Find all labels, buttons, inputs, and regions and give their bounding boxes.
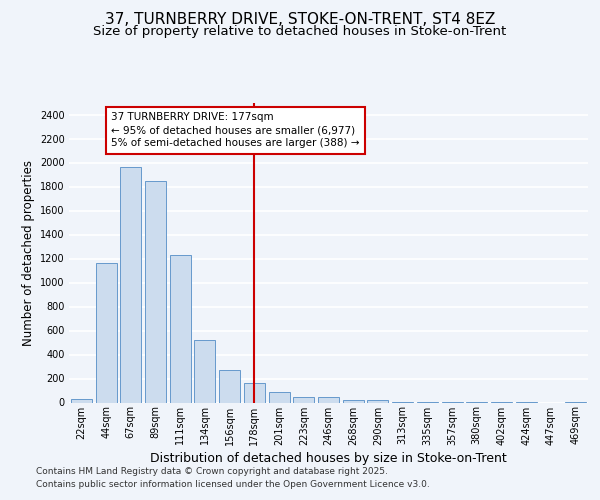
Bar [194, 340, 215, 402]
Bar [71, 399, 92, 402]
Bar [219, 370, 240, 402]
Bar [95, 264, 116, 402]
Bar [244, 384, 265, 402]
Text: 37, TURNBERRY DRIVE, STOKE-ON-TRENT, ST4 8EZ: 37, TURNBERRY DRIVE, STOKE-ON-TRENT, ST4… [105, 12, 495, 28]
Text: Contains public sector information licensed under the Open Government Licence v3: Contains public sector information licen… [36, 480, 430, 489]
Y-axis label: Number of detached properties: Number of detached properties [22, 160, 35, 346]
Bar [120, 168, 141, 402]
Bar [269, 392, 290, 402]
Bar [145, 180, 166, 402]
Text: Contains HM Land Registry data © Crown copyright and database right 2025.: Contains HM Land Registry data © Crown c… [36, 467, 388, 476]
Bar [318, 397, 339, 402]
Bar [170, 255, 191, 402]
X-axis label: Distribution of detached houses by size in Stoke-on-Trent: Distribution of detached houses by size … [150, 452, 507, 464]
Bar [367, 400, 388, 402]
Bar [293, 396, 314, 402]
Text: Size of property relative to detached houses in Stoke-on-Trent: Size of property relative to detached ho… [94, 24, 506, 38]
Text: 37 TURNBERRY DRIVE: 177sqm
← 95% of detached houses are smaller (6,977)
5% of se: 37 TURNBERRY DRIVE: 177sqm ← 95% of deta… [111, 112, 359, 148]
Bar [343, 400, 364, 402]
